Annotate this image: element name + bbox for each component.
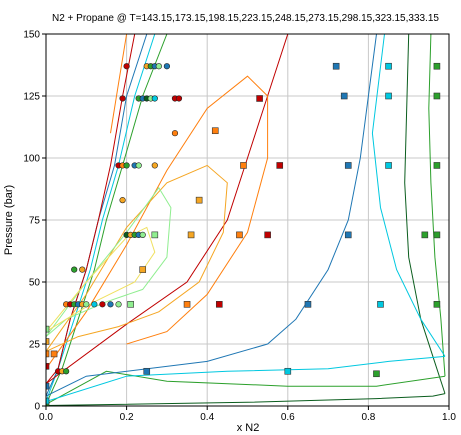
- liquid-point-298.15: [195, 196, 203, 204]
- liquid-point-198.15: [284, 367, 292, 375]
- series-line-298.15: [46, 164, 228, 352]
- liquid-point-223.15: [143, 367, 151, 375]
- liquid-point-248.15: [264, 231, 271, 239]
- x-tick-label: 0.0: [39, 412, 53, 423]
- y-tick-label: 25: [29, 340, 41, 351]
- x-axis-ticks: 0.0 0.2 0.4 0.6 0.8 1.0: [39, 406, 456, 423]
- vapor-point: [163, 63, 170, 70]
- liquid-point-323.15: [151, 231, 159, 239]
- y-tick-label: 150: [23, 30, 40, 41]
- liquid-point-198.15: [46, 397, 50, 405]
- liquid-point-223.15: [46, 382, 50, 390]
- y-tick-label: 50: [29, 278, 41, 289]
- series-line-273.15: [46, 75, 269, 370]
- plot-area: [46, 34, 446, 406]
- series-line-323.15: [46, 186, 172, 337]
- vapor-point: [135, 162, 142, 169]
- liquid-point-173.15: [433, 231, 441, 239]
- chart-title: N2 + Propane @ T=143.15,173.15,198.15,22…: [52, 13, 439, 24]
- y-tick-label: 125: [23, 92, 40, 103]
- series-line-143.15: [46, 393, 446, 406]
- liquid-point-298.15: [187, 231, 195, 239]
- series-line-333.15: [46, 226, 156, 333]
- liquid-point-198.15: [385, 162, 392, 169]
- liquid-point-223.15: [344, 162, 352, 169]
- series-line-173.15: [46, 370, 446, 405]
- vapor-point: [99, 301, 106, 308]
- liquid-point-248.15: [256, 95, 263, 102]
- x-tick-label: 1.0: [442, 412, 456, 423]
- liquid-point-223.15: [344, 231, 352, 239]
- vapor-point: [91, 301, 98, 308]
- x-axis-label: x N2: [237, 422, 260, 434]
- liquid-point-273.15: [183, 301, 191, 308]
- liquid-point-198.15: [385, 62, 392, 70]
- series-line-143.15: [404, 34, 446, 394]
- vapor-point: [63, 368, 70, 375]
- liquid-point-173.15: [433, 92, 441, 100]
- vapor-point: [115, 301, 122, 308]
- vapor-point: [83, 301, 90, 308]
- vapor-point: [151, 162, 158, 169]
- vapor-point: [151, 95, 158, 102]
- series-line-198.15: [371, 34, 446, 357]
- x-tick-label: 0.4: [200, 412, 214, 423]
- vapor-point: [71, 266, 78, 273]
- y-axis-label: Pressure (bar): [3, 185, 15, 255]
- series-line-173.15: [46, 34, 168, 405]
- y-tick-label: 100: [23, 154, 40, 165]
- vapor-point: [119, 197, 126, 204]
- liquid-point-198.15: [377, 301, 384, 308]
- liquid-point-273.15: [236, 231, 243, 239]
- vapor-point: [175, 95, 183, 102]
- x-tick-label: 0.2: [120, 412, 134, 423]
- liquid-point-223.15: [304, 301, 312, 308]
- liquid-point-173.15: [433, 301, 441, 308]
- vapor-point: [123, 63, 130, 70]
- vapor-point: [171, 130, 179, 137]
- y-axis-ticks: 0 25 50 75 100 125 150: [23, 30, 46, 413]
- liquid-point-273.15: [50, 350, 58, 358]
- liquid-point-273.15: [211, 127, 219, 135]
- vapor-point: [123, 162, 130, 169]
- liquid-point-198.15: [385, 92, 392, 100]
- liquid-point-248.15: [46, 363, 50, 370]
- series-line-273.15: [110, 34, 128, 134]
- vapor-point: [79, 266, 86, 273]
- vapor-point: [139, 231, 146, 238]
- x-tick-label: 0.6: [281, 412, 295, 423]
- series-line-248.15: [46, 34, 136, 385]
- liquid-point-323.15: [127, 301, 134, 308]
- y-tick-label: 0: [34, 402, 40, 413]
- liquid-point-323.15: [46, 325, 50, 333]
- liquid-point-173.15: [421, 231, 429, 239]
- y-tick-label: 75: [29, 216, 41, 227]
- vapor-point: [119, 95, 126, 102]
- liquid-point-298.15: [139, 266, 147, 273]
- liquid-point-223.15: [340, 92, 348, 100]
- series-line-198.15: [46, 355, 446, 402]
- liquid-point-173.15: [433, 162, 441, 169]
- liquid-point-273.15: [240, 162, 247, 169]
- liquid-point-173.15: [373, 370, 380, 378]
- liquid-point-248.15: [276, 162, 284, 169]
- liquid-point-298.15: [46, 338, 50, 345]
- vapor-point: [155, 63, 162, 70]
- liquid-point-173.15: [433, 62, 441, 70]
- series-line-198.15: [46, 34, 156, 402]
- series-line-173.15: [428, 34, 446, 377]
- x-tick-label: 0.8: [361, 412, 375, 423]
- vapor-point: [107, 301, 114, 308]
- liquid-point-223.15: [332, 62, 340, 70]
- liquid-point-273.15: [46, 350, 50, 358]
- liquid-point-248.15: [215, 301, 223, 308]
